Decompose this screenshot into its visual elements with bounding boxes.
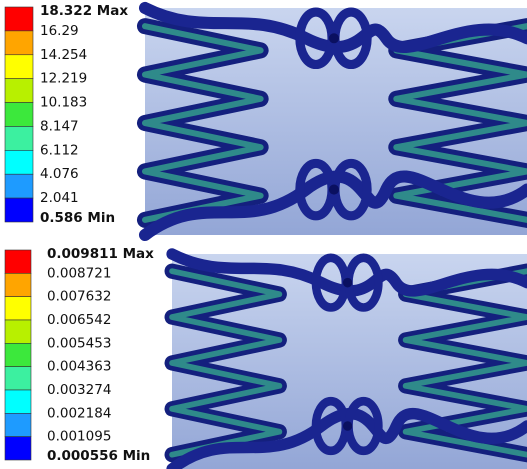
legend-swatch bbox=[5, 150, 33, 174]
legend-swatch bbox=[5, 7, 33, 31]
legend-swatch bbox=[5, 413, 31, 436]
stent-node bbox=[343, 421, 352, 431]
legend-label: 8.147 bbox=[40, 118, 79, 134]
legend-swatch bbox=[5, 320, 31, 343]
legend-label: 14.254 bbox=[40, 47, 87, 63]
legend-label: 16.29 bbox=[40, 23, 79, 39]
simulation-image bbox=[172, 254, 527, 469]
legend-label: 0.586 Min bbox=[40, 210, 115, 226]
legend-label: 0.009811 Max bbox=[47, 246, 154, 262]
legend-label: 0.003274 bbox=[47, 382, 111, 398]
legend-swatch bbox=[5, 367, 31, 390]
legend-label: 12.219 bbox=[40, 71, 87, 87]
legend-swatch bbox=[5, 297, 31, 320]
legend-swatch bbox=[5, 273, 31, 296]
legend-label: 0.007632 bbox=[47, 289, 111, 305]
legend-swatch bbox=[5, 55, 33, 79]
legend-label: 2.041 bbox=[40, 190, 79, 206]
stent-node bbox=[329, 185, 339, 195]
legend-label: 0.000556 Min bbox=[47, 448, 150, 464]
stent-node bbox=[343, 278, 352, 288]
legend-label: 6.112 bbox=[40, 142, 79, 158]
legend-label: 0.001095 bbox=[47, 429, 111, 445]
legend-label: 18.322 Max bbox=[40, 3, 128, 19]
legend-label: 0.006542 bbox=[47, 312, 111, 328]
legend-swatch bbox=[5, 437, 31, 460]
figure: 18.322 Max 16.29 14.254 12.219 10.183 8.147 6.… bbox=[0, 0, 527, 469]
legend-swatch bbox=[5, 250, 31, 273]
legend-label: 0.008721 bbox=[47, 265, 111, 281]
legend-label: 4.076 bbox=[40, 166, 79, 182]
simulation-image bbox=[145, 8, 527, 235]
legend-swatch bbox=[5, 31, 33, 55]
legend-swatch bbox=[5, 126, 33, 150]
legend-swatch bbox=[5, 198, 33, 222]
legend-swatch bbox=[5, 103, 33, 127]
legend-swatch bbox=[5, 390, 31, 413]
legend-label: 10.183 bbox=[40, 95, 87, 111]
legend-swatch bbox=[5, 174, 33, 198]
legend-swatch bbox=[5, 343, 31, 366]
legend-label: 0.002184 bbox=[47, 405, 111, 421]
legend-swatch bbox=[5, 79, 33, 103]
legend-label: 0.004363 bbox=[47, 359, 111, 375]
stent-node bbox=[329, 33, 339, 43]
legend-label: 0.005453 bbox=[47, 335, 111, 351]
